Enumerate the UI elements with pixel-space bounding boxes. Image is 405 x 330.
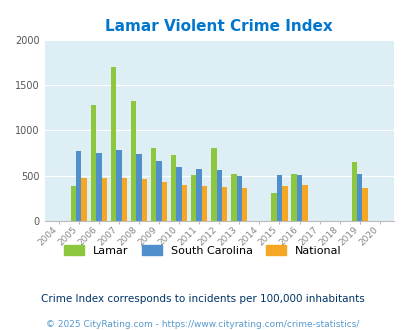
Bar (276, 175, 281, 221)
Bar (291, 174, 296, 221)
Bar (216, 170, 222, 221)
Legend: Lamar, South Carolina, National: Lamar, South Carolina, National (60, 241, 345, 260)
Bar (191, 175, 196, 221)
Bar (236, 176, 241, 221)
Bar (161, 182, 167, 221)
Bar (362, 187, 367, 221)
Bar (156, 161, 161, 221)
Bar (81, 178, 87, 221)
Bar (136, 154, 141, 221)
Bar (301, 185, 307, 221)
Bar (70, 186, 76, 221)
Bar (351, 162, 356, 221)
Bar (141, 180, 147, 221)
Bar (101, 178, 107, 221)
Bar (196, 169, 201, 221)
Bar (171, 155, 176, 221)
Text: © 2025 CityRating.com - https://www.cityrating.com/crime-statistics/: © 2025 CityRating.com - https://www.city… (46, 319, 359, 329)
Bar (222, 186, 227, 221)
Bar (176, 167, 181, 221)
Bar (356, 174, 362, 221)
Bar (122, 179, 127, 221)
Bar (130, 101, 136, 221)
Bar (151, 148, 156, 221)
Bar (211, 148, 216, 221)
Bar (201, 186, 207, 221)
Bar (281, 186, 287, 221)
Bar (90, 105, 96, 221)
Text: Crime Index corresponds to incidents per 100,000 inhabitants: Crime Index corresponds to incidents per… (41, 294, 364, 304)
Bar (116, 150, 121, 221)
Bar (230, 174, 236, 221)
Bar (111, 67, 116, 221)
Title: Lamar Violent Crime Index: Lamar Violent Crime Index (105, 19, 332, 34)
Bar (296, 175, 301, 221)
Bar (76, 151, 81, 221)
Bar (271, 193, 276, 221)
Bar (241, 187, 247, 221)
Bar (96, 153, 101, 221)
Bar (181, 185, 187, 221)
